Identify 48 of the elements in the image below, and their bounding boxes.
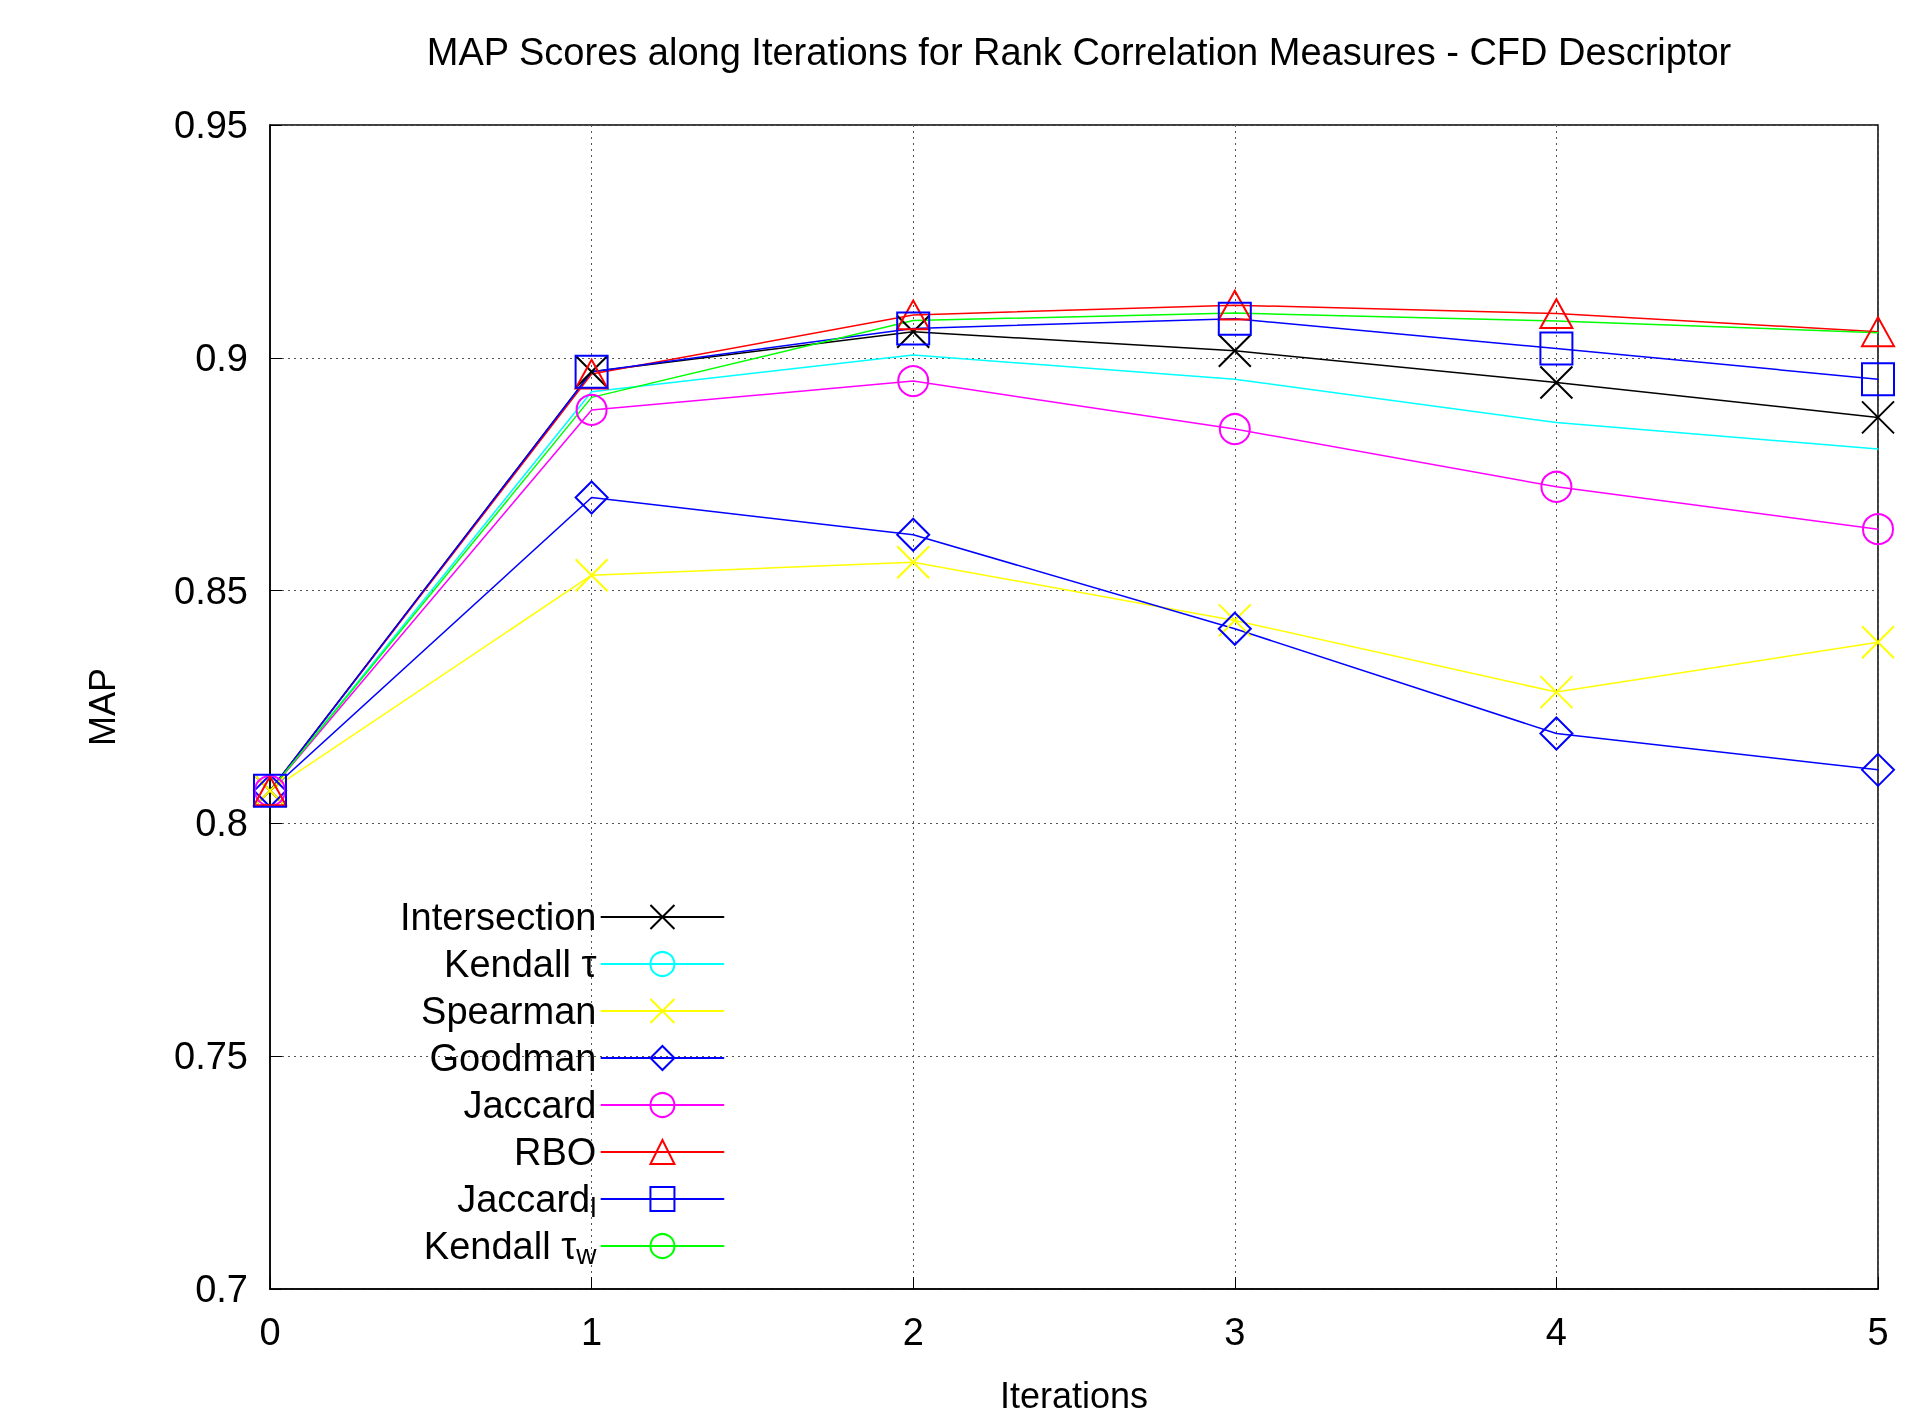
x-tick-label: 5 xyxy=(1867,1311,1889,1353)
point xyxy=(1862,513,1894,546)
point xyxy=(1861,362,1895,397)
point xyxy=(896,517,931,552)
legend-label: Goodman xyxy=(429,1037,597,1079)
point xyxy=(896,545,931,580)
x-tick-label: 2 xyxy=(902,1311,924,1353)
point xyxy=(1539,331,1574,366)
point xyxy=(574,480,609,515)
x-tick-label: 1 xyxy=(581,1311,603,1353)
legend-label: Jaccard xyxy=(463,1084,597,1126)
point xyxy=(1218,413,1251,446)
point xyxy=(574,558,609,593)
point xyxy=(897,365,930,398)
y-tick-label: 0.8 xyxy=(195,802,248,845)
point xyxy=(1861,752,1895,787)
point xyxy=(1539,675,1574,710)
point xyxy=(1539,298,1574,329)
y-tick-label: 0.95 xyxy=(174,104,248,146)
point xyxy=(1217,333,1252,368)
y-tick-label: 0.75 xyxy=(174,1035,248,1078)
point xyxy=(1217,603,1252,638)
y-tick-label: 0.7 xyxy=(195,1268,248,1310)
x-axis-title: Iterations xyxy=(999,1374,1149,1416)
legend-label: Kendall τ$_{w}$ xyxy=(423,1225,598,1270)
point xyxy=(1861,316,1895,348)
point xyxy=(1217,611,1252,646)
y-axis-title: MAP xyxy=(81,667,123,747)
point xyxy=(1861,400,1895,435)
legend-label: Intersection xyxy=(399,896,597,938)
point xyxy=(1217,301,1252,336)
legend-label: Jaccard$_{l}$ xyxy=(457,1178,597,1223)
x-tick-label: 3 xyxy=(1224,1311,1246,1353)
point xyxy=(1861,625,1895,660)
point xyxy=(1539,716,1574,751)
y-tick-label: 0.9 xyxy=(195,336,248,379)
point xyxy=(1539,365,1574,400)
point xyxy=(1217,289,1252,321)
y-tick-label: 0.85 xyxy=(174,569,248,612)
legend-label: RBO xyxy=(514,1131,597,1173)
point xyxy=(1540,470,1573,503)
point xyxy=(575,393,608,426)
legend-label: Spearman xyxy=(421,990,597,1032)
chart-title: MAP Scores along Iterations for Rank Correlation Measures - CFD Descriptor xyxy=(426,31,1732,73)
point xyxy=(896,299,931,331)
x-tick-label: 0 xyxy=(259,1311,281,1353)
x-tick-label: 4 xyxy=(1545,1311,1567,1353)
legend-label: Kendall τ xyxy=(444,943,597,985)
